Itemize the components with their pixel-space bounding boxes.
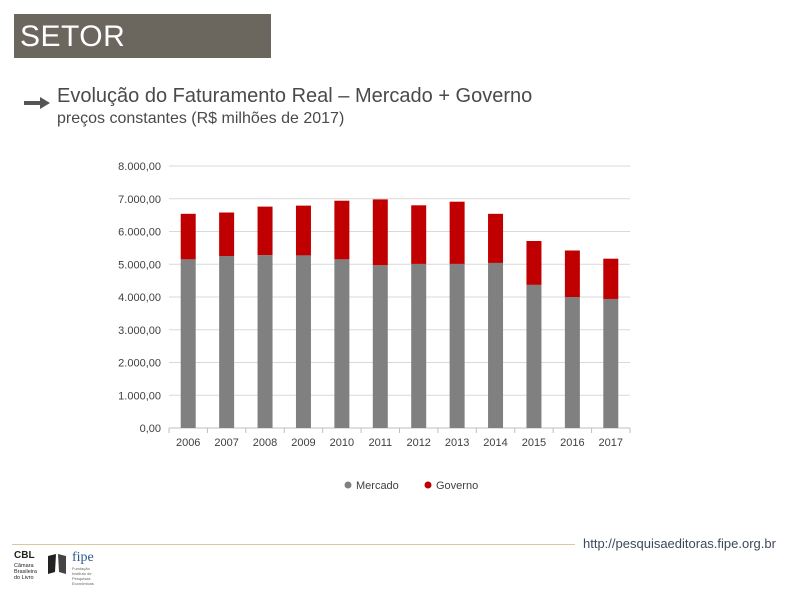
x-tick-label: 2010	[330, 437, 354, 449]
cbl-logo-text: Câmara Brasileira do Livro	[14, 563, 37, 581]
legend-label-mercado: Mercado	[356, 480, 399, 492]
cbl-logo: CBL	[14, 550, 35, 561]
slide-subtitle: preços constantes (R$ milhões de 2017)	[57, 110, 345, 127]
x-tick-label: 2013	[445, 437, 469, 449]
y-tick-label: 3.000,00	[118, 325, 161, 337]
bar-mercado	[334, 259, 350, 428]
section-header-band	[14, 14, 271, 58]
x-tick-label: 2009	[291, 437, 315, 449]
x-tick-label: 2008	[253, 437, 277, 449]
y-tick-label: 1.000,00	[118, 390, 161, 402]
y-tick-label: 2.000,00	[118, 358, 161, 370]
bar-mercado	[564, 297, 580, 428]
y-tick-label: 4.000,00	[118, 292, 161, 304]
bar-governo	[372, 199, 388, 266]
y-tick-label: 6.000,00	[118, 227, 161, 239]
bar-mercado	[295, 255, 311, 428]
footer-divider	[12, 544, 575, 545]
bar-governo	[219, 212, 235, 257]
bar-governo	[526, 240, 542, 285]
bar-governo	[449, 201, 465, 264]
bar-governo	[257, 206, 273, 256]
legend-marker-governo	[424, 481, 432, 489]
x-tick-label: 2012	[406, 437, 430, 449]
footer-url-link[interactable]: http://pesquisaeditoras.fipe.org.br	[583, 536, 776, 551]
bar-governo	[488, 213, 504, 263]
y-tick-label: 7.000,00	[118, 194, 161, 206]
arrow-right-icon	[24, 97, 50, 109]
snel-logo	[48, 554, 66, 574]
bar-governo	[180, 213, 196, 260]
x-tick-label: 2014	[483, 437, 507, 449]
bar-mercado	[411, 263, 427, 428]
x-tick-label: 2007	[214, 437, 238, 449]
x-tick-label: 2006	[176, 437, 200, 449]
slide-title: Evolução do Faturamento Real – Mercado +…	[57, 85, 533, 107]
bar-mercado	[603, 298, 619, 428]
legend-marker-mercado	[344, 481, 352, 489]
bar-mercado	[372, 265, 388, 428]
section-header-title: SETOR	[20, 20, 126, 53]
y-tick-label: 0,00	[140, 423, 161, 435]
x-tick-label: 2015	[522, 437, 546, 449]
footer-logos: CBL Câmara Brasileira do Livro fipe Fund…	[14, 550, 104, 588]
bar-governo	[603, 258, 619, 299]
bar-mercado	[526, 284, 542, 428]
bar-governo	[411, 205, 427, 264]
bar-governo	[295, 205, 311, 256]
fipe-logo: fipe	[72, 550, 94, 565]
x-tick-label: 2016	[560, 437, 584, 449]
bar-mercado	[449, 263, 465, 428]
x-tick-label: 2011	[368, 437, 392, 449]
bar-governo	[564, 250, 580, 297]
bar-mercado	[180, 259, 196, 428]
bar-governo	[334, 200, 350, 260]
fipe-logo-text: Fundação Instituto de Pesquisas Econômic…	[72, 566, 94, 586]
x-tick-label: 2017	[599, 437, 623, 449]
legend-label-governo: Governo	[436, 480, 478, 492]
y-tick-label: 5.000,00	[118, 259, 161, 271]
bar-mercado	[219, 256, 235, 428]
y-tick-label: 8.000,00	[118, 161, 161, 173]
bar-mercado	[488, 262, 504, 428]
bar-mercado	[257, 255, 273, 428]
stacked-bar-chart: 0,00 1.000,00 2.000,00 3.000,00 4.000,00 5.00…	[118, 161, 631, 492]
